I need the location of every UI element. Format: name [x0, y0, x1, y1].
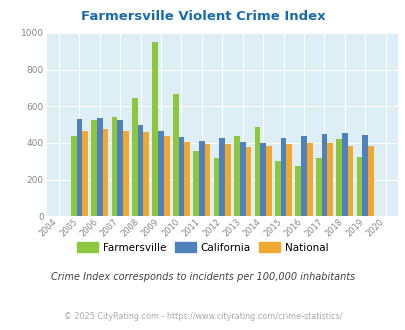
Bar	[347, 146, 352, 216]
Bar	[204, 144, 210, 216]
Bar	[326, 143, 332, 216]
Text: Farmersville Violent Crime Index: Farmersville Violent Crime Index	[81, 10, 324, 23]
Bar	[315, 158, 321, 216]
Bar	[239, 142, 245, 216]
Bar	[286, 144, 291, 216]
Bar	[213, 158, 219, 216]
Bar	[367, 146, 373, 216]
Bar	[254, 127, 260, 216]
Bar	[306, 143, 312, 216]
Bar	[361, 135, 367, 216]
Bar	[117, 120, 123, 216]
Bar	[184, 142, 190, 216]
Bar	[82, 131, 88, 216]
Bar	[137, 124, 143, 216]
Bar	[76, 119, 82, 216]
Bar	[102, 129, 108, 216]
Bar	[321, 134, 326, 216]
Bar	[123, 131, 128, 216]
Bar	[198, 141, 204, 216]
Bar	[265, 146, 271, 216]
Bar	[111, 117, 117, 216]
Bar	[245, 148, 251, 216]
Bar	[164, 137, 169, 216]
Bar	[70, 137, 76, 216]
Bar	[356, 157, 361, 216]
Bar	[219, 138, 225, 216]
Legend: Farmersville, California, National: Farmersville, California, National	[72, 238, 333, 257]
Bar	[91, 120, 97, 216]
Bar	[335, 139, 341, 216]
Bar	[152, 42, 158, 216]
Bar	[341, 133, 347, 216]
Text: © 2025 CityRating.com - https://www.cityrating.com/crime-statistics/: © 2025 CityRating.com - https://www.city…	[64, 312, 341, 321]
Text: Crime Index corresponds to incidents per 100,000 inhabitants: Crime Index corresponds to incidents per…	[51, 272, 354, 282]
Bar	[178, 137, 184, 216]
Bar	[274, 161, 280, 216]
Bar	[158, 131, 164, 216]
Bar	[143, 132, 149, 216]
Bar	[193, 151, 198, 216]
Bar	[132, 98, 137, 216]
Bar	[280, 138, 286, 216]
Bar	[295, 166, 301, 216]
Bar	[301, 137, 306, 216]
Bar	[260, 143, 265, 216]
Bar	[225, 144, 230, 216]
Bar	[173, 94, 178, 216]
Bar	[234, 136, 239, 216]
Bar	[97, 118, 102, 216]
